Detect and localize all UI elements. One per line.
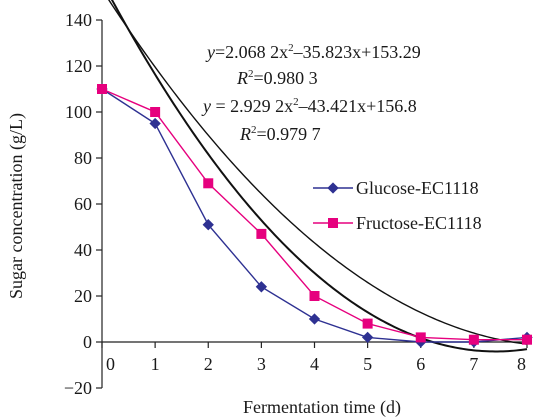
trendline-1 [108, 0, 528, 345]
legend-marker-glucose [327, 182, 339, 194]
data-point-2 [415, 332, 426, 343]
y-tick-label: 60 [74, 194, 92, 214]
legend-label-fructose: Fructose-EC1118 [356, 213, 482, 233]
r2-1: R2=0.980 3 [236, 68, 318, 88]
data-point-2 [97, 84, 107, 94]
axes: −20 0 20 40 60 80 100 120 140 0 1 2 3 4 5 6 7 8 [64, 10, 528, 398]
eq-2-var: y [201, 96, 211, 116]
y-axis-label: Sugar concentration (g/L) [6, 113, 27, 299]
x-tick-label: 6 [416, 354, 425, 374]
equation-2: y = 2.929 2x2–43.421x+156.8 [201, 96, 417, 116]
r2-2-sup: 2 [251, 124, 257, 136]
r2-1-value: =0.980 3 [254, 68, 318, 88]
y-tick-label: 140 [65, 10, 92, 30]
r2-2-label: R [239, 124, 251, 144]
eq-2-part-a: = 2.929 2x [211, 96, 293, 116]
data-point-1 [255, 281, 268, 293]
data-point-2 [309, 291, 320, 301]
y-tick-label: −20 [64, 378, 92, 398]
legend-item-fructose: Fructose-EC1118 [313, 213, 482, 233]
eq-1-part-b: –35.823x+153.29 [293, 42, 421, 62]
legend: Glucose-EC1118 Fructose-EC1118 [313, 178, 482, 233]
data-point-2 [256, 228, 267, 239]
y-tick-label: 120 [65, 56, 92, 76]
series-group [96, 83, 533, 348]
data-point-2 [522, 334, 532, 345]
x-tick-label: 8 [517, 354, 526, 374]
r2-2: R2=0.979 7 [239, 124, 321, 144]
x-axis-label: Fermentation time (d) [243, 397, 401, 418]
data-point-2 [203, 178, 214, 189]
data-point-2 [468, 334, 479, 345]
eq-1-var: y [205, 42, 215, 62]
x-tick-label: 7 [469, 354, 478, 374]
eq-2-part-b: –43.421x+156.8 [298, 96, 417, 116]
r2-1-label: R [236, 68, 248, 88]
eq-1-part-a: =2.068 2x [215, 42, 288, 62]
x-tick-label: 4 [310, 354, 319, 374]
x-tick-label: 3 [257, 354, 266, 374]
x-tick-label: 5 [363, 354, 372, 374]
data-point-2 [362, 318, 373, 329]
y-tick-label: 0 [83, 332, 92, 352]
trendline-2 [110, 0, 528, 353]
equation-annotations: y=2.068 2x2–35.823x+153.29 R2=0.980 3 y … [201, 42, 421, 144]
eq-2-sup: 2 [293, 96, 299, 108]
y-tick-label: 20 [74, 286, 92, 306]
x-tick-label: 2 [204, 354, 213, 374]
r2-2-value: =0.979 7 [257, 124, 321, 144]
data-point-1 [202, 219, 214, 231]
eq-1-sup: 2 [288, 42, 294, 54]
legend-marker-fructose [328, 218, 338, 228]
legend-label-glucose: Glucose-EC1118 [356, 178, 479, 198]
data-point-2 [150, 107, 161, 117]
r2-1-sup: 2 [248, 68, 254, 80]
equation-1: y=2.068 2x2–35.823x+153.29 [205, 42, 421, 62]
legend-item-glucose: Glucose-EC1118 [313, 178, 479, 198]
y-tick-label: 80 [74, 148, 92, 168]
trendlines [108, 0, 528, 353]
data-point-1 [308, 313, 321, 325]
y-tick-label: 100 [65, 102, 92, 122]
x-tick-label: 1 [151, 354, 160, 374]
y-tick-label: 40 [74, 240, 92, 260]
data-point-1 [361, 331, 374, 344]
x-tick-label: 0 [106, 354, 115, 374]
data-point-1 [149, 117, 161, 130]
